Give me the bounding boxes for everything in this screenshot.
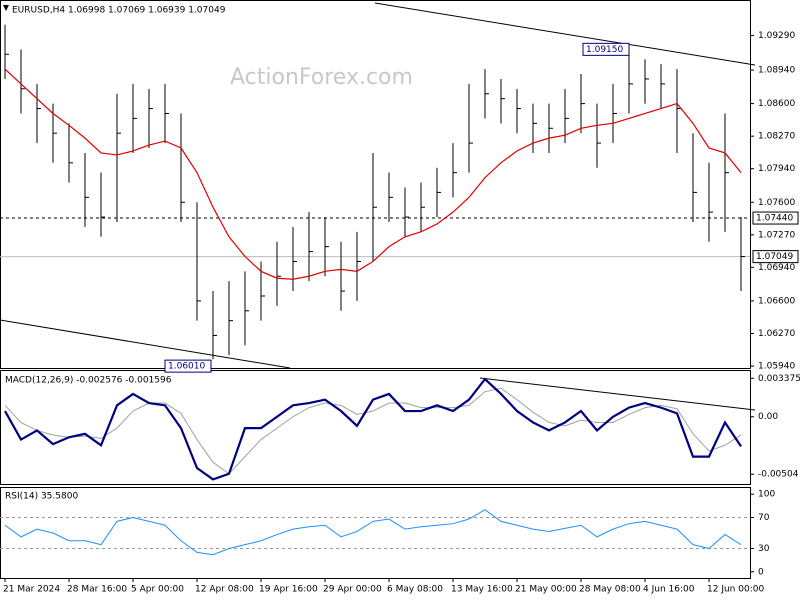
y-tick-label: 1.08940 [758, 66, 795, 76]
rsi-panel [0, 487, 751, 579]
price-title: EURUSD,H4 1.06998 1.07069 1.06939 1.0704… [12, 6, 226, 16]
last-price-label: 1.07049 [756, 252, 793, 262]
moving-average [4, 68, 742, 280]
y-tick-label: 100 [758, 490, 775, 500]
y-tick-label: 0.00 [758, 412, 778, 422]
x-tick-label: 5 Apr 00:00 [131, 585, 184, 595]
y-tick-label: 1.07600 [758, 198, 795, 208]
y-tick-label: 0 [758, 567, 764, 577]
watermark: ActionForex.com [230, 65, 413, 90]
price-panel [0, 0, 751, 369]
trendline [0, 319, 291, 369]
annotation-label: 1.09150 [586, 45, 623, 55]
x-tick-label: 13 May 16:00 [451, 585, 513, 595]
x-tick-label: 28 May 08:00 [579, 585, 641, 595]
y-tick-label: 1.08600 [758, 99, 795, 109]
y-tick-label: 1.08270 [758, 132, 795, 142]
annotation-label: 1.06010 [168, 362, 205, 372]
level-box [752, 211, 799, 225]
x-tick-label: 21 May 00:00 [515, 585, 577, 595]
y-tick-label: 1.05940 [758, 362, 795, 372]
macd-panel [0, 370, 751, 485]
annotation-box [164, 359, 212, 373]
x-tick-label: 12 Jun 00:00 [707, 585, 764, 595]
y-tick-label: 1.06940 [758, 263, 795, 273]
y-tick-label: 70 [758, 513, 770, 523]
x-tick-label: 19 Apr 16:00 [259, 585, 318, 595]
y-tick-label: 1.06270 [758, 329, 795, 339]
y-tick-label: 30 [758, 544, 770, 554]
y-tick-label: 1.07940 [758, 164, 795, 174]
rsi-title: RSI(14) 35.5800 [5, 492, 78, 502]
x-tick-label: 21 Mar 2024 [3, 585, 60, 595]
y-tick-label: 1.06600 [758, 296, 795, 306]
x-tick-label: 28 Mar 16:00 [67, 585, 127, 595]
x-tick-label: 4 Jun 16:00 [643, 585, 695, 595]
x-tick-label: 29 Apr 00:00 [323, 585, 382, 595]
trendline [479, 377, 756, 411]
symbol-icon [3, 5, 9, 11]
y-tick-label: 1.07270 [758, 230, 795, 240]
x-tick-label: 12 Apr 08:00 [195, 585, 254, 595]
x-tick-label: 6 May 08:00 [387, 585, 443, 595]
indicator-line [4, 509, 742, 556]
trendline [374, 2, 756, 66]
macd-title: MACD(12,26,9) -0.002576 -0.001596 [5, 376, 172, 386]
level-label: 1.07440 [756, 214, 793, 224]
indicator-line [4, 387, 742, 475]
indicator-line [4, 377, 742, 481]
y-tick-label: 1.09290 [758, 31, 795, 41]
y-tick-label: 0.003375 [758, 374, 800, 384]
last-price-box [752, 250, 799, 264]
y-tick-label: -0.00504 [758, 470, 799, 480]
